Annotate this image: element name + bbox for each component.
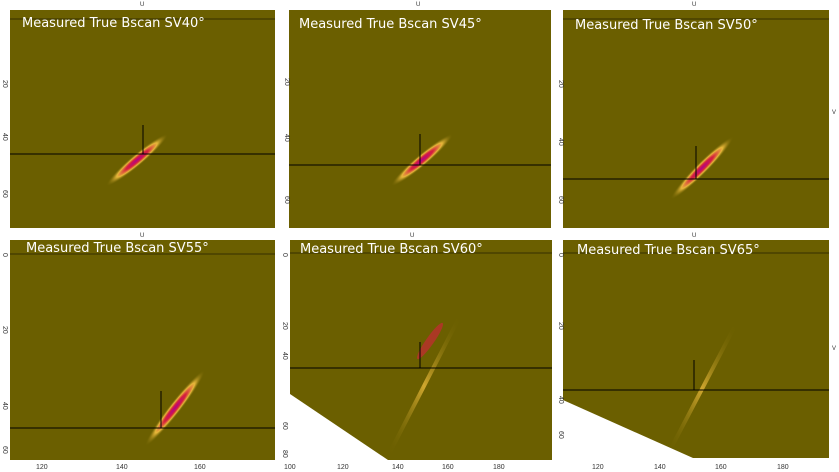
y-tick: 40 xyxy=(557,396,564,404)
y-tick: 60 xyxy=(557,196,564,204)
x-tick: 140 xyxy=(654,464,666,471)
y-tick: 40 xyxy=(1,402,8,410)
y-tick: 40 xyxy=(283,134,290,142)
x-tick: 160 xyxy=(715,464,727,471)
x-tick: 120 xyxy=(36,464,48,471)
y-tick: 20 xyxy=(1,326,8,334)
x-tick: 140 xyxy=(392,464,404,471)
y-tick: 40 xyxy=(1,133,8,141)
bscan-panel-sv55: 0 20 40 60 120 140 160 U Measured True B… xyxy=(0,233,280,472)
scan-field xyxy=(289,10,551,228)
x-tick: 120 xyxy=(592,464,604,471)
echo-streak xyxy=(386,315,462,457)
y-tick: 0 xyxy=(281,253,288,257)
y-tick: 60 xyxy=(1,446,8,454)
u-axis-label: U xyxy=(692,233,697,239)
panel-title: Measured True Bscan SV60° xyxy=(300,242,483,257)
y-tick: 20 xyxy=(1,80,8,88)
bscan-panel-sv40: 20 40 60 U Measured True Bscan SV40° xyxy=(0,0,280,236)
panel-title: Measured True Bscan SV45° xyxy=(299,17,482,32)
echo-indication xyxy=(106,133,168,187)
y-tick: 60 xyxy=(557,431,564,439)
x-tick: 120 xyxy=(337,464,349,471)
u-axis-label: U xyxy=(692,2,697,8)
u-axis-label: U xyxy=(410,233,415,239)
x-tick: 180 xyxy=(777,464,789,471)
bscan-plot: 0 20 40 60 120 140 160 xyxy=(1,240,275,471)
x-tick: 100 xyxy=(284,464,296,471)
bscan-plot: 0 20 40 60 120 140 160 180 xyxy=(557,240,829,471)
panel-title: Measured True Bscan SV55° xyxy=(26,241,209,256)
panel-title: Measured True Bscan SV50° xyxy=(575,18,758,33)
x-tick: 160 xyxy=(442,464,454,471)
x-tick: 180 xyxy=(493,464,505,471)
panel-title: Measured True Bscan SV65° xyxy=(577,243,760,258)
v-axis-label: V xyxy=(832,346,837,352)
echo-indication xyxy=(670,136,734,200)
y-tick: 40 xyxy=(281,352,288,360)
y-tick: 20 xyxy=(557,322,564,330)
y-tick: 0 xyxy=(557,253,564,257)
scan-field xyxy=(10,10,275,228)
y-tick: 80 xyxy=(281,450,288,458)
y-tick: 20 xyxy=(283,78,290,86)
u-axis-label: U xyxy=(416,2,421,8)
echo-indication xyxy=(391,133,453,187)
y-tick: 0 xyxy=(1,253,8,257)
y-tick: 20 xyxy=(281,322,288,330)
bscan-plot: 0 20 40 60 80 100 120 140 160 180 xyxy=(281,240,552,471)
bscan-plot: 20 40 60 xyxy=(1,10,275,228)
panel-title: Measured True Bscan SV40° xyxy=(22,16,205,31)
blind-zone xyxy=(290,394,388,460)
blind-zone xyxy=(563,400,693,458)
y-tick: 60 xyxy=(281,422,288,430)
v-axis-label: V xyxy=(832,110,837,116)
bscan-panel-sv60: 0 20 40 60 80 100 120 140 160 180 U Meas… xyxy=(280,233,556,472)
x-tick: 140 xyxy=(116,464,128,471)
scan-field xyxy=(563,10,829,228)
bscan-panel-sv50: 20 40 60 U V Measured True Bscan SV50° xyxy=(556,0,839,236)
y-tick: 60 xyxy=(1,190,8,198)
bscan-plot: 20 40 60 xyxy=(557,10,829,228)
bscan-plot: 20 40 60 xyxy=(283,10,551,228)
y-tick: 40 xyxy=(557,138,564,146)
x-tick: 160 xyxy=(194,464,206,471)
bscan-panel-sv65: 0 20 40 60 120 140 160 180 U V Measured … xyxy=(556,233,839,472)
echo-streak xyxy=(666,323,738,455)
y-tick: 20 xyxy=(557,80,564,88)
echo-indication xyxy=(145,369,205,447)
echo-indication xyxy=(416,322,444,360)
bscan-panel-sv45: 20 40 60 U Measured True Bscan SV45° xyxy=(282,0,554,236)
u-axis-label: U xyxy=(140,233,145,239)
y-tick: 60 xyxy=(283,196,290,204)
u-axis-label: U xyxy=(140,2,145,8)
scan-field xyxy=(10,240,275,460)
